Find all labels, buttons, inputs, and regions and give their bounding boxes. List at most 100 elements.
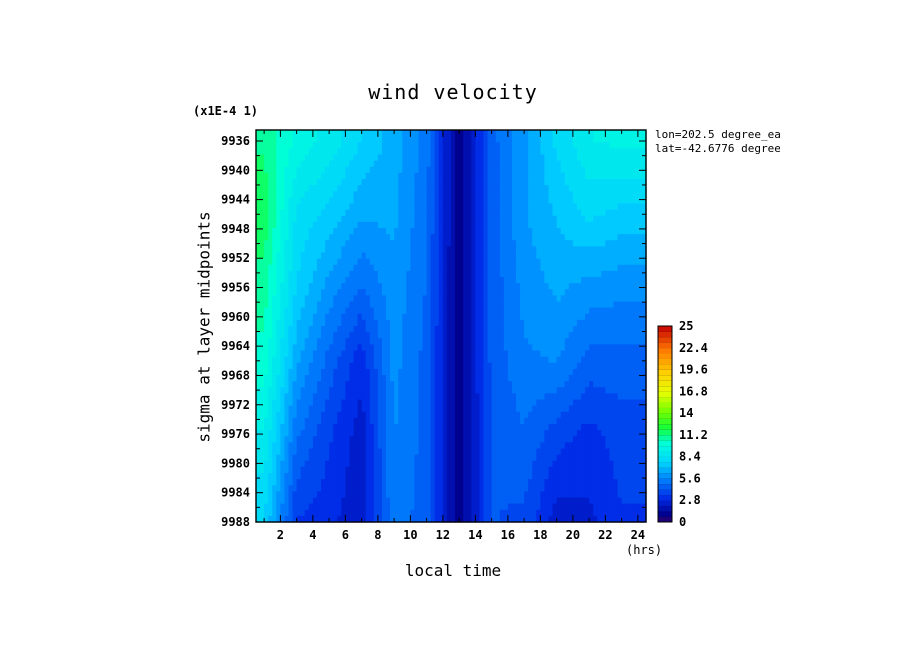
heatmap-cell <box>442 166 448 174</box>
heatmap-cell <box>325 228 330 235</box>
heatmap-cell <box>528 387 533 394</box>
heatmap-cell <box>597 185 602 192</box>
heatmap-cell <box>585 264 590 272</box>
heatmap-cell <box>568 356 574 364</box>
heatmap-cell <box>467 289 472 296</box>
heatmap-cell <box>572 301 578 309</box>
heatmap-cell <box>556 411 562 419</box>
heatmap-cell <box>414 185 420 192</box>
heatmap-cell <box>613 344 619 352</box>
heatmap-cell <box>373 362 379 370</box>
heatmap-cell <box>609 338 615 345</box>
heatmap-cell <box>511 264 517 272</box>
heatmap-cell <box>402 215 407 223</box>
heatmap-cell <box>414 289 420 296</box>
heatmap-cell <box>617 319 623 327</box>
heatmap-cell <box>589 148 594 156</box>
heatmap-cell <box>341 160 346 168</box>
heatmap-cell <box>536 417 541 425</box>
heatmap-cell <box>398 240 403 247</box>
heatmap-cell <box>377 411 383 419</box>
heatmap-cell <box>434 424 440 431</box>
heatmap-cell <box>304 252 310 260</box>
heatmap-cell <box>597 344 602 352</box>
heatmap-cell <box>568 295 574 303</box>
heatmap-cell <box>641 252 647 260</box>
heatmap-cell <box>312 387 318 394</box>
heatmap-cell <box>560 387 566 394</box>
heatmap-cell <box>357 332 363 339</box>
heatmap-cell <box>349 301 355 309</box>
heatmap-cell <box>605 289 611 296</box>
heatmap-cell <box>434 197 440 205</box>
heatmap-cell <box>260 246 265 254</box>
heatmap-cell <box>556 375 562 382</box>
heatmap-cell <box>597 197 602 205</box>
heatmap-cell <box>641 270 647 278</box>
heatmap-cell <box>524 307 529 315</box>
heatmap-cell <box>430 215 436 223</box>
heatmap-cell <box>605 350 611 358</box>
heatmap-cell <box>325 191 330 198</box>
heatmap-cell <box>455 185 460 192</box>
heatmap-cell <box>410 221 416 229</box>
heatmap-cell <box>341 295 346 303</box>
heatmap-cell <box>564 326 570 333</box>
heatmap-cell <box>284 258 290 266</box>
heatmap-cell <box>256 283 261 290</box>
heatmap-cell <box>568 142 574 149</box>
heatmap-cell <box>300 368 306 376</box>
heatmap-cell <box>540 313 546 321</box>
heatmap-cell <box>406 209 411 217</box>
heatmap-cell <box>621 221 627 229</box>
heatmap-cell <box>369 234 375 241</box>
heatmap-cell <box>438 166 444 174</box>
heatmap-cell <box>268 417 273 425</box>
heatmap-cell <box>345 356 351 364</box>
heatmap-cell <box>390 246 395 254</box>
heatmap-cell <box>544 289 550 296</box>
heatmap-cell <box>402 234 407 241</box>
heatmap-cell <box>467 411 472 419</box>
heatmap-cell <box>475 252 481 260</box>
heatmap-cell <box>268 295 273 303</box>
heatmap-cell <box>329 203 334 211</box>
heatmap-cell <box>491 234 497 241</box>
heatmap-cell <box>357 430 363 437</box>
heatmap-cell <box>288 166 294 174</box>
heatmap-cell <box>361 411 367 419</box>
heatmap-cell <box>576 405 582 413</box>
heatmap-cell <box>264 411 269 419</box>
heatmap-cell <box>475 417 481 425</box>
heatmap-cell <box>390 166 395 174</box>
heatmap-cell <box>357 130 363 137</box>
heatmap-cell <box>280 362 286 370</box>
heatmap-cell <box>386 375 391 382</box>
heatmap-cell <box>398 362 403 370</box>
heatmap-cell <box>268 215 273 223</box>
heatmap-cell <box>357 148 363 156</box>
heatmap-cell <box>304 399 310 407</box>
heatmap-cell <box>438 234 444 241</box>
heatmap-cell <box>548 228 554 235</box>
heatmap-cell <box>548 344 554 352</box>
heatmap-cell <box>516 356 521 364</box>
heatmap-cell <box>316 215 322 223</box>
heatmap-cell <box>381 185 387 192</box>
heatmap-cell <box>548 191 554 198</box>
heatmap-cell <box>564 246 570 254</box>
heatmap-cell <box>402 252 407 260</box>
heatmap-cell <box>455 130 460 137</box>
heatmap-cell <box>593 356 598 364</box>
heatmap-cell <box>532 356 537 364</box>
heatmap-cell <box>495 264 501 272</box>
heatmap-cell <box>337 246 342 254</box>
heatmap-cell <box>357 277 363 284</box>
heatmap-cell <box>495 375 501 382</box>
heatmap-cell <box>333 160 338 168</box>
heatmap-cell <box>633 289 639 296</box>
heatmap-cell <box>564 319 570 327</box>
heatmap-cell <box>572 179 578 186</box>
heatmap-cell <box>471 258 476 266</box>
heatmap-cell <box>605 130 611 137</box>
